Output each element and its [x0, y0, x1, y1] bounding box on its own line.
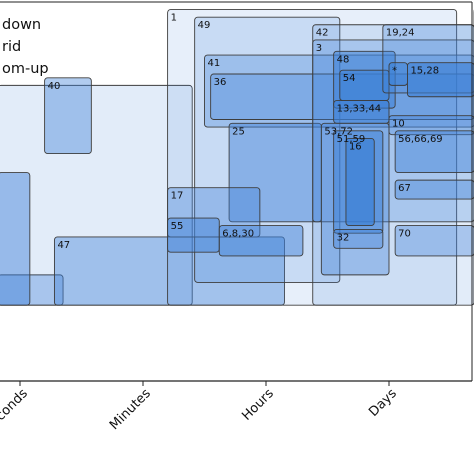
- box-label-12: 6,8,30: [222, 229, 254, 240]
- interval-box-20: [407, 62, 474, 98]
- box-label-28: 70: [398, 229, 411, 240]
- box-label-18: 19,24: [386, 28, 415, 39]
- interval-box-27: [333, 228, 384, 249]
- box-label-10: 17: [171, 191, 184, 202]
- box-label-7: 41: [208, 58, 221, 69]
- interval-box-24: [345, 137, 375, 227]
- interval-box-12: [218, 225, 304, 257]
- interval-box-3: [44, 77, 92, 155]
- box-label-27: 32: [337, 232, 350, 243]
- legend-entry-2: om-up: [2, 61, 49, 77]
- box-label-25: 56,66,69: [398, 134, 443, 145]
- interval-box-10: [167, 187, 261, 238]
- box-label-24: 16: [349, 141, 362, 152]
- box-label-13: 42: [316, 28, 329, 39]
- box-label-21: 10: [392, 119, 405, 130]
- legend-entry-1: rid: [2, 39, 21, 55]
- box-label-17: 13,33,44: [337, 104, 382, 115]
- box-label-19: *: [392, 66, 397, 77]
- box-label-11: 55: [171, 221, 184, 232]
- legend: down rid om-up: [2, 17, 49, 77]
- box-label-22: 53,72: [324, 126, 353, 137]
- box-label-20: 15,28: [410, 66, 439, 77]
- legend-entry-0: down: [2, 17, 41, 33]
- box-label-23: 51,59: [337, 134, 366, 145]
- box-label-16: 54: [343, 73, 356, 84]
- boxes-layer: 40 47 1 49 41 36 25 17 55 6,8,30 42 3 48 54 13,33,44 19…: [0, 9, 474, 306]
- box-label-14: 3: [316, 43, 322, 54]
- box-label-6: 49: [198, 20, 211, 31]
- box-label-3: 40: [48, 81, 61, 92]
- axes-layer: [0, 1, 473, 382]
- box-label-4: 47: [57, 240, 70, 251]
- box-label-8: 36: [214, 77, 227, 88]
- box-label-15: 48: [337, 54, 350, 65]
- box-label-5: 1: [171, 13, 177, 24]
- interval-box-2: [0, 172, 31, 306]
- box-label-9: 25: [232, 126, 245, 137]
- box-label-26: 67: [398, 183, 411, 194]
